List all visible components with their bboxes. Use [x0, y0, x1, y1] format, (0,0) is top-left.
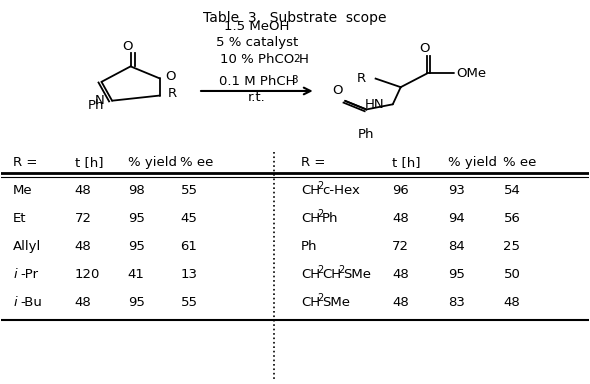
Text: c-Hex: c-Hex [322, 184, 360, 197]
Text: 2: 2 [339, 265, 345, 275]
Text: 95: 95 [448, 268, 464, 281]
Text: Table  3.  Substrate  scope: Table 3. Substrate scope [203, 11, 387, 25]
Text: 0.1 M PhCH: 0.1 M PhCH [218, 74, 295, 88]
Text: i: i [13, 296, 17, 309]
Text: R: R [168, 87, 176, 100]
Text: 55: 55 [181, 184, 198, 197]
Text: 83: 83 [448, 296, 464, 309]
Text: 48: 48 [392, 268, 409, 281]
Text: CH: CH [301, 268, 320, 281]
Text: % yield: % yield [127, 156, 176, 169]
Text: 48: 48 [75, 240, 91, 253]
Text: 55: 55 [181, 296, 198, 309]
Text: i: i [13, 268, 17, 281]
Text: Me: Me [13, 184, 33, 197]
Text: r.t.: r.t. [248, 91, 266, 104]
Text: 48: 48 [503, 296, 520, 309]
Text: OMe: OMe [456, 67, 486, 80]
Text: O: O [332, 84, 343, 98]
Text: 25: 25 [503, 240, 520, 253]
Text: 98: 98 [127, 184, 145, 197]
Text: 61: 61 [181, 240, 198, 253]
Text: 41: 41 [127, 268, 145, 281]
Text: 72: 72 [392, 240, 409, 253]
Text: 48: 48 [392, 212, 409, 225]
Text: R: R [357, 72, 366, 85]
Text: 1.5 MeOH: 1.5 MeOH [224, 20, 290, 33]
Text: 95: 95 [127, 212, 145, 225]
Text: 5 % catalyst: 5 % catalyst [216, 36, 298, 50]
Text: 72: 72 [75, 212, 92, 225]
Text: % ee: % ee [503, 156, 537, 169]
Text: O: O [123, 40, 133, 53]
Text: O: O [419, 41, 430, 55]
Text: Ph: Ph [301, 240, 317, 253]
Text: 2: 2 [317, 181, 323, 191]
Text: CH: CH [322, 268, 341, 281]
Text: 56: 56 [503, 212, 520, 225]
Text: Ph: Ph [358, 128, 375, 141]
Text: 45: 45 [181, 212, 198, 225]
Text: SMe: SMe [343, 268, 371, 281]
Text: 10 % PhCO: 10 % PhCO [219, 53, 294, 66]
Text: 84: 84 [448, 240, 464, 253]
Text: 2: 2 [293, 54, 300, 64]
Text: Allyl: Allyl [13, 240, 41, 253]
Text: N: N [94, 94, 104, 107]
Text: SMe: SMe [322, 296, 350, 309]
Text: R =: R = [13, 156, 38, 169]
Text: H: H [299, 53, 309, 66]
Text: 48: 48 [75, 296, 91, 309]
Text: t [h]: t [h] [392, 156, 421, 169]
Text: CH: CH [301, 296, 320, 309]
Text: O: O [165, 70, 175, 83]
Text: Ph: Ph [88, 99, 104, 112]
Text: 120: 120 [75, 268, 100, 281]
Text: 48: 48 [75, 184, 91, 197]
Text: 54: 54 [503, 184, 520, 197]
Text: 3: 3 [291, 75, 297, 85]
Text: -Pr: -Pr [20, 268, 38, 281]
Text: -Bu: -Bu [20, 296, 42, 309]
Text: R =: R = [301, 156, 325, 169]
Text: Ph: Ph [322, 212, 339, 225]
Text: 94: 94 [448, 212, 464, 225]
Text: 96: 96 [392, 184, 409, 197]
Text: % ee: % ee [181, 156, 214, 169]
Text: 48: 48 [392, 296, 409, 309]
Text: 93: 93 [448, 184, 464, 197]
Text: 50: 50 [503, 268, 520, 281]
Text: CH: CH [301, 212, 320, 225]
Text: 2: 2 [317, 293, 323, 303]
Text: Et: Et [13, 212, 27, 225]
Text: 95: 95 [127, 296, 145, 309]
Text: 2: 2 [317, 209, 323, 219]
Text: HN: HN [365, 98, 385, 111]
Text: 95: 95 [127, 240, 145, 253]
Text: 2: 2 [317, 265, 323, 275]
Text: 13: 13 [181, 268, 198, 281]
Text: t [h]: t [h] [75, 156, 103, 169]
Text: CH: CH [301, 184, 320, 197]
Text: % yield: % yield [448, 156, 497, 169]
